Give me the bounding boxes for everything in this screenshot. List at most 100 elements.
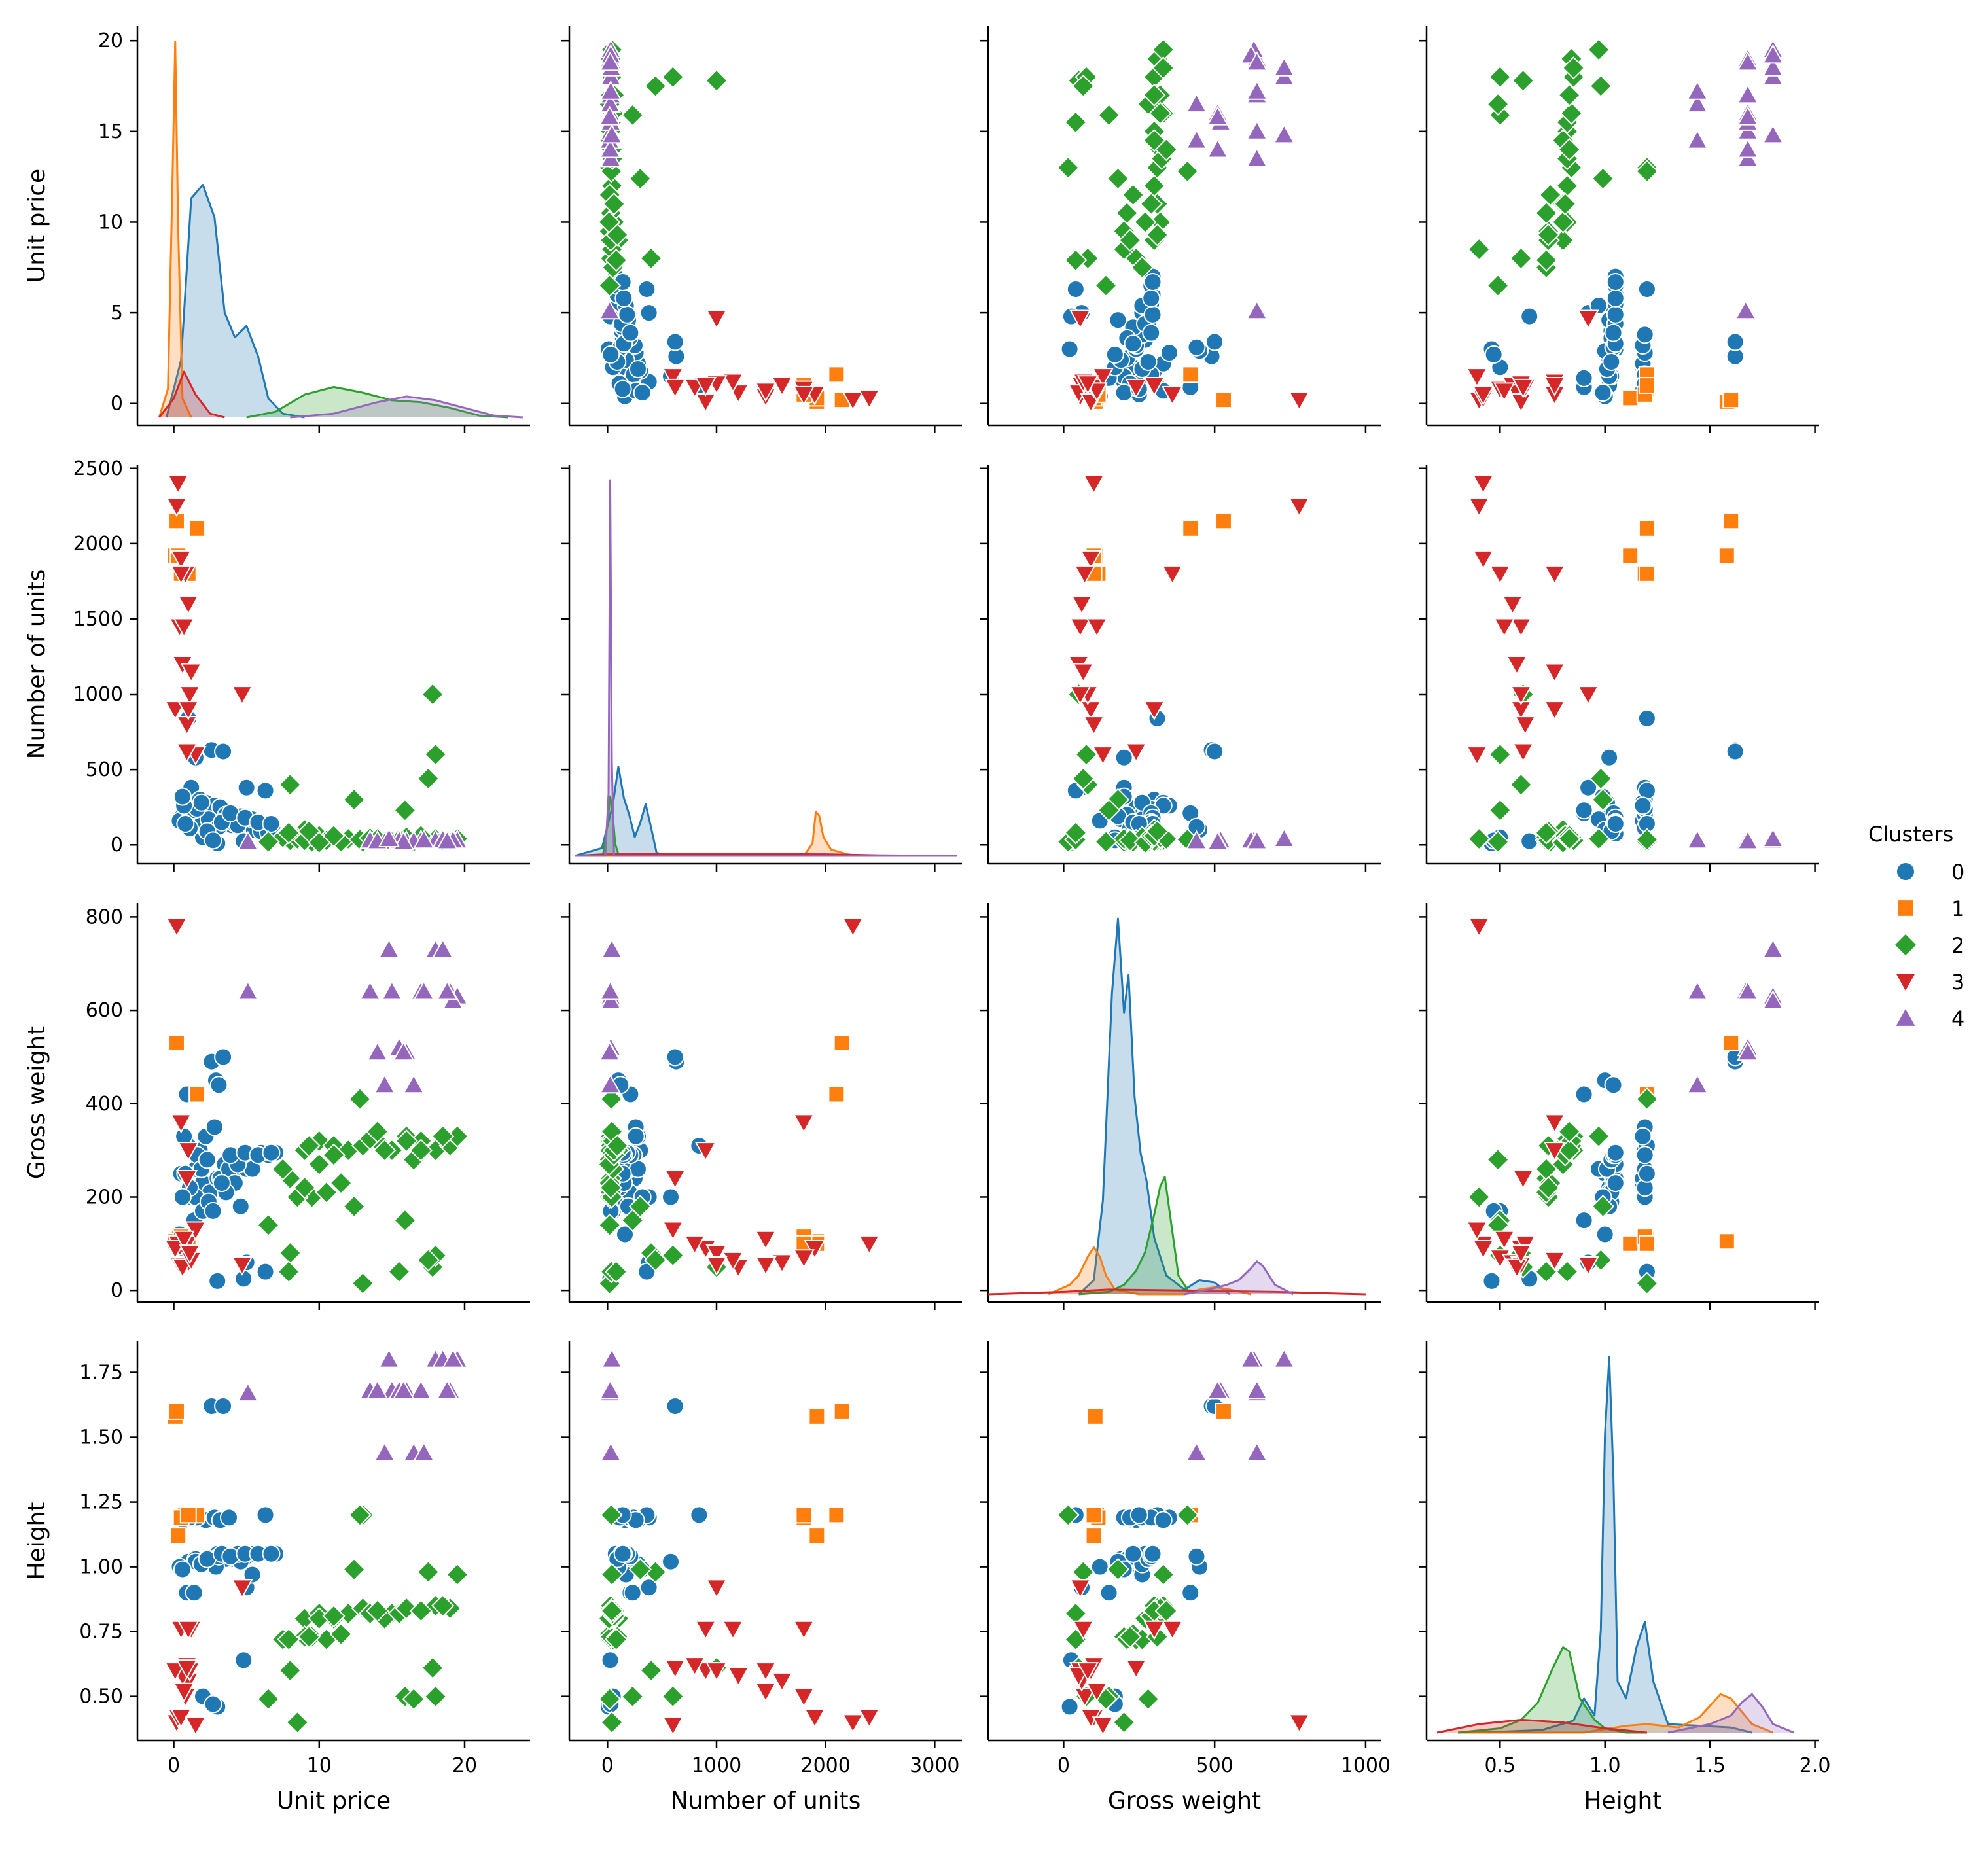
point-cluster-3: [1493, 382, 1516, 402]
point-cluster-1: [828, 366, 845, 383]
point-cluster-2: [1064, 249, 1088, 272]
point-cluster-0: [1090, 1557, 1109, 1576]
point-cluster-2: [1591, 167, 1615, 190]
point-cluster-3: [754, 1230, 777, 1250]
point-cluster-3: [662, 1221, 684, 1241]
point-cluster-2: [1097, 103, 1121, 127]
y-tick-label: 0: [111, 834, 123, 856]
point-cluster-4: [1246, 120, 1268, 140]
point-cluster-2: [431, 1125, 455, 1148]
panel-height-vs-gross-weight: 0 500 1000 Gross weight: [980, 1341, 1391, 1814]
point-cluster-1: [168, 1402, 185, 1420]
point-cluster-3: [170, 565, 192, 585]
point-cluster-3: [842, 1714, 864, 1734]
point-cluster-3: [1074, 1687, 1096, 1708]
point-cluster-2: [1106, 1557, 1130, 1581]
point-cluster-3: [167, 474, 189, 495]
x-tick-label: 500: [1196, 1754, 1234, 1777]
point-cluster-2: [416, 767, 440, 790]
point-cluster-1: [1085, 1527, 1103, 1545]
point-cluster-2: [1538, 183, 1562, 207]
point-cluster-2: [1152, 56, 1175, 80]
point-cluster-2: [278, 1241, 302, 1265]
point-cluster-2: [278, 1659, 302, 1682]
kde-line-cluster-4: [290, 395, 523, 419]
point-cluster-3: [1510, 1244, 1533, 1265]
point-cluster-2: [605, 249, 628, 272]
point-cluster-2: [639, 247, 663, 270]
point-cluster-0: [1606, 1143, 1625, 1162]
point-cluster-0: [204, 831, 222, 850]
point-cluster-2: [1145, 819, 1169, 843]
point-cluster-0: [1520, 832, 1539, 851]
point-cluster-2: [1559, 101, 1584, 125]
point-cluster-2: [257, 1687, 280, 1711]
x-tick-label: 0: [1057, 1754, 1070, 1777]
x-axis-title-unit-price: Unit price: [277, 1788, 391, 1814]
point-cluster-0: [1060, 340, 1079, 359]
point-cluster-4: [1737, 1041, 1759, 1061]
point-cluster-2: [402, 1687, 425, 1711]
point-cluster-0: [1600, 748, 1619, 767]
point-cluster-3: [1489, 565, 1511, 585]
kde-fill-cluster-0: [1078, 919, 1230, 1294]
point-cluster-2: [628, 167, 652, 190]
point-cluster-2: [1589, 767, 1612, 790]
kde-fill-cluster-3: [159, 372, 225, 417]
point-cluster-0: [256, 1262, 275, 1281]
panel-number-of-units-vs-gross-weight: [980, 465, 1381, 872]
point-cluster-2: [315, 1180, 338, 1205]
point-cluster-4: [1207, 105, 1229, 126]
point-cluster-2: [621, 1209, 645, 1232]
point-cluster-0: [212, 1174, 231, 1193]
point-cluster-2: [1143, 83, 1166, 107]
point-cluster-1: [1718, 1233, 1735, 1250]
point-cluster-2: [257, 830, 280, 854]
point-cluster-0: [1129, 1506, 1148, 1525]
x-tick-label: 1.0: [1589, 1754, 1621, 1777]
kde-line-cluster-2: [1078, 1176, 1192, 1296]
point-cluster-4: [1737, 830, 1759, 850]
point-cluster-2: [277, 1260, 300, 1284]
point-cluster-0: [237, 778, 256, 797]
point-cluster-0: [1606, 305, 1625, 324]
point-cluster-3: [722, 373, 744, 393]
point-cluster-3: [664, 378, 686, 398]
point-cluster-2: [1145, 223, 1169, 247]
point-cluster-2: [308, 1152, 331, 1176]
point-cluster-0: [1606, 815, 1625, 833]
point-cluster-3: [173, 618, 195, 638]
point-cluster-2: [1557, 1120, 1581, 1144]
point-cluster-3: [231, 1579, 253, 1599]
point-cluster-2: [598, 274, 622, 298]
point-cluster-2: [605, 223, 629, 247]
point-cluster-3: [177, 701, 200, 721]
point-cluster-0: [1606, 272, 1625, 291]
point-cluster-2: [1587, 827, 1610, 851]
point-cluster-2: [1587, 38, 1610, 62]
point-cluster-4: [1239, 1348, 1262, 1368]
point-cluster-2: [644, 74, 667, 98]
point-cluster-3: [1069, 618, 1092, 638]
panel-gross-weight-vs-number-of-units: [561, 903, 962, 1310]
point-cluster-2: [661, 65, 684, 89]
point-cluster-3: [231, 1256, 253, 1276]
point-cluster-4: [436, 980, 458, 1000]
point-cluster-2: [1635, 160, 1659, 183]
point-cluster-0: [621, 323, 640, 342]
point-cluster-3: [175, 1659, 198, 1680]
point-cluster-3: [1472, 474, 1495, 495]
point-cluster-0: [173, 1188, 192, 1207]
x-axis-title-height: Height: [1584, 1788, 1661, 1814]
point-cluster-0: [1187, 1547, 1206, 1566]
x-tick-label: 0.5: [1484, 1754, 1516, 1777]
legend-marker-cluster-1: [1896, 899, 1915, 917]
point-cluster-2: [605, 1627, 628, 1651]
point-cluster-0: [1143, 272, 1162, 291]
point-cluster-2: [329, 1622, 353, 1646]
point-cluster-0: [1105, 345, 1124, 364]
point-cluster-4: [601, 1348, 623, 1368]
point-cluster-0: [616, 1225, 634, 1244]
point-cluster-4: [402, 1074, 425, 1094]
point-cluster-3: [858, 1235, 880, 1255]
